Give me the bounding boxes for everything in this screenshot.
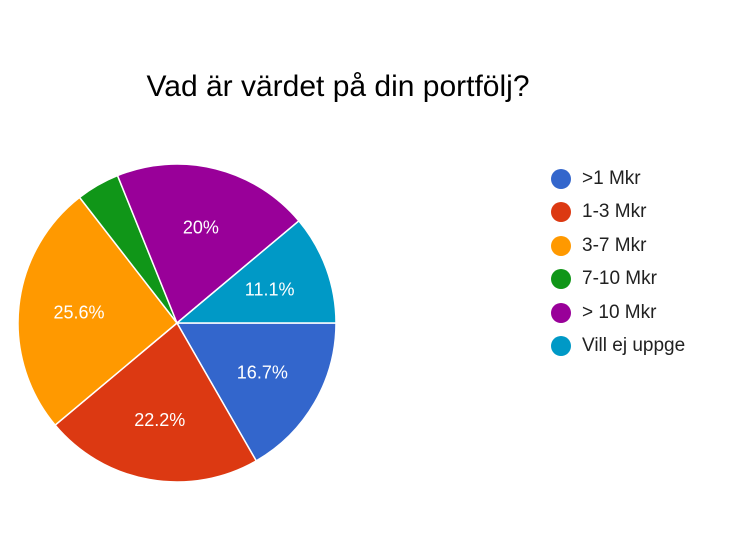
pie-slice-1 bbox=[175, 322, 337, 462]
pie-data-label-6: 11.1% bbox=[245, 279, 295, 299]
legend-label: 7-10 Mkr bbox=[582, 268, 657, 290]
legend-item-3: 3-7 Mkr bbox=[551, 229, 685, 263]
legend-label: 3-7 Mkr bbox=[582, 234, 647, 256]
legend-label: Vill ej uppge bbox=[582, 335, 686, 357]
pie-data-label-2: 22.2% bbox=[134, 410, 185, 430]
chart-title: Vad är värdet på din portfölj? bbox=[146, 70, 530, 103]
pie-slice-5 bbox=[116, 163, 300, 325]
legend-item-4: 7-10 Mkr bbox=[551, 263, 685, 297]
pie-slice-2 bbox=[54, 321, 258, 483]
legend-label: > 10 Mkr bbox=[582, 301, 657, 323]
legend-label: 1-3 Mkr bbox=[582, 201, 647, 223]
pie-data-label-5: 20% bbox=[183, 217, 219, 237]
legend-swatch bbox=[551, 302, 571, 323]
legend-swatch bbox=[551, 168, 571, 189]
legend-swatch bbox=[551, 202, 571, 223]
chart-legend: >1 Mkr 1-3 Mkr 3-7 Mkr 7-10 Mkr > 10 Mkr Vill… bbox=[551, 162, 685, 363]
pie-slice-6 bbox=[174, 219, 337, 324]
legend-item-5: > 10 Mkr bbox=[551, 296, 685, 330]
legend-item-2: 1-3 Mkr bbox=[551, 196, 685, 230]
legend-label: >1 Mkr bbox=[582, 167, 641, 189]
pie-data-label-1: 16.7% bbox=[237, 362, 288, 382]
legend-swatch bbox=[551, 269, 571, 290]
legend-swatch bbox=[551, 336, 571, 357]
pie-slice-3 bbox=[17, 196, 179, 427]
legend-item-1: >1 Mkr bbox=[551, 162, 685, 196]
pie-data-label-3: 25.6% bbox=[53, 302, 104, 322]
legend-swatch bbox=[551, 235, 571, 256]
legend-item-6: Vill ej uppge bbox=[551, 330, 685, 364]
